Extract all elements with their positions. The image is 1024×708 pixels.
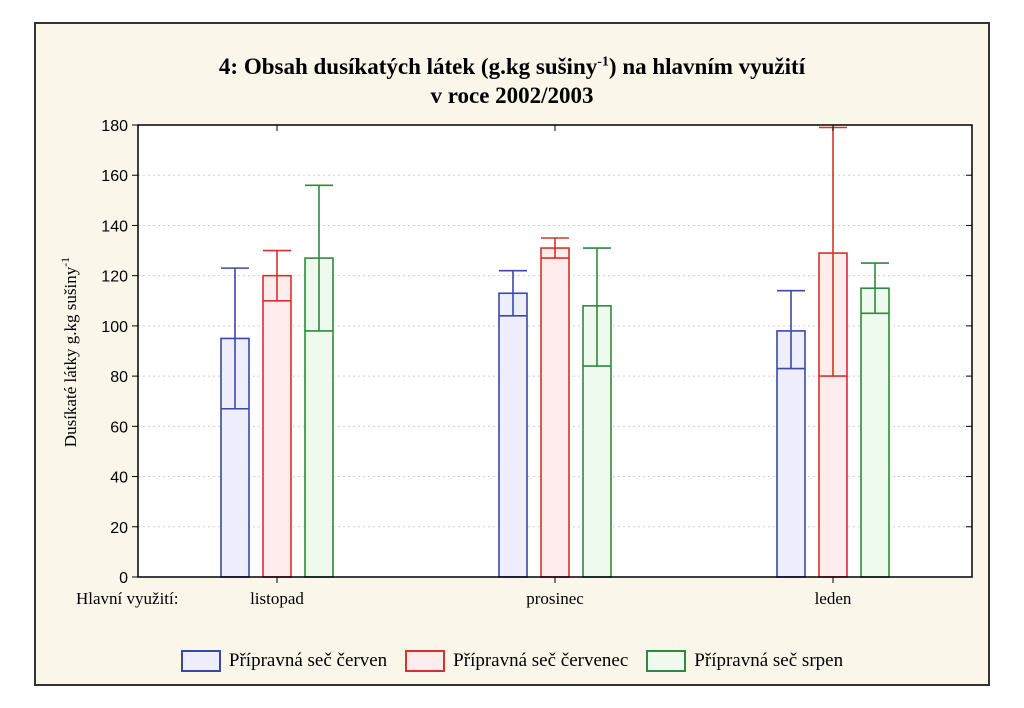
bar <box>540 247 570 578</box>
bar <box>776 330 806 578</box>
y-tick-label: 120 <box>101 269 128 286</box>
y-axis-label: Dusíkaté látky g.kg sušiny-1 <box>58 257 80 447</box>
bar <box>262 274 292 578</box>
y-tick-label: 100 <box>101 319 128 336</box>
legend: Přípravná seč červen Přípravná seč červe… <box>34 650 990 672</box>
legend-swatch-cerven <box>180 650 221 672</box>
x-tick-label: prosinec <box>526 589 584 608</box>
y-tick-label: 60 <box>110 419 128 436</box>
y-tick-label: 20 <box>110 520 128 537</box>
y-tick-label: 80 <box>110 369 128 386</box>
legend-swatch-srpen <box>646 650 687 672</box>
legend-label-srpen: Přípravná seč srpen <box>694 650 844 671</box>
bar <box>860 287 890 578</box>
x-axis-label: Hlavní využití: <box>76 589 178 608</box>
y-tick-label: 180 <box>101 118 128 135</box>
legend-swatch-cervenec <box>405 650 446 672</box>
y-tick-label: 140 <box>101 218 128 235</box>
bar <box>498 292 528 578</box>
chart-title-line2: v roce 2002/2003 <box>430 83 594 108</box>
x-tick-label: leden <box>815 589 852 608</box>
chart-title-line1: 4: Obsah dusíkatých látek (g.kg sušiny-1… <box>218 54 806 79</box>
y-tick-label: 0 <box>119 570 128 587</box>
legend-item-cerven: Přípravná seč červen <box>180 650 388 672</box>
x-tick-label: listopad <box>250 589 304 608</box>
legend-label-cerven: Přípravná seč červen <box>228 650 388 671</box>
legend-item-srpen: Přípravná seč srpen <box>646 650 843 672</box>
y-tick-label: 160 <box>101 168 128 185</box>
y-tick-label: 40 <box>110 470 128 487</box>
legend-label-cervenec: Přípravná seč červenec <box>453 650 629 671</box>
legend-item-cervenec: Přípravná seč červenec <box>405 650 628 672</box>
